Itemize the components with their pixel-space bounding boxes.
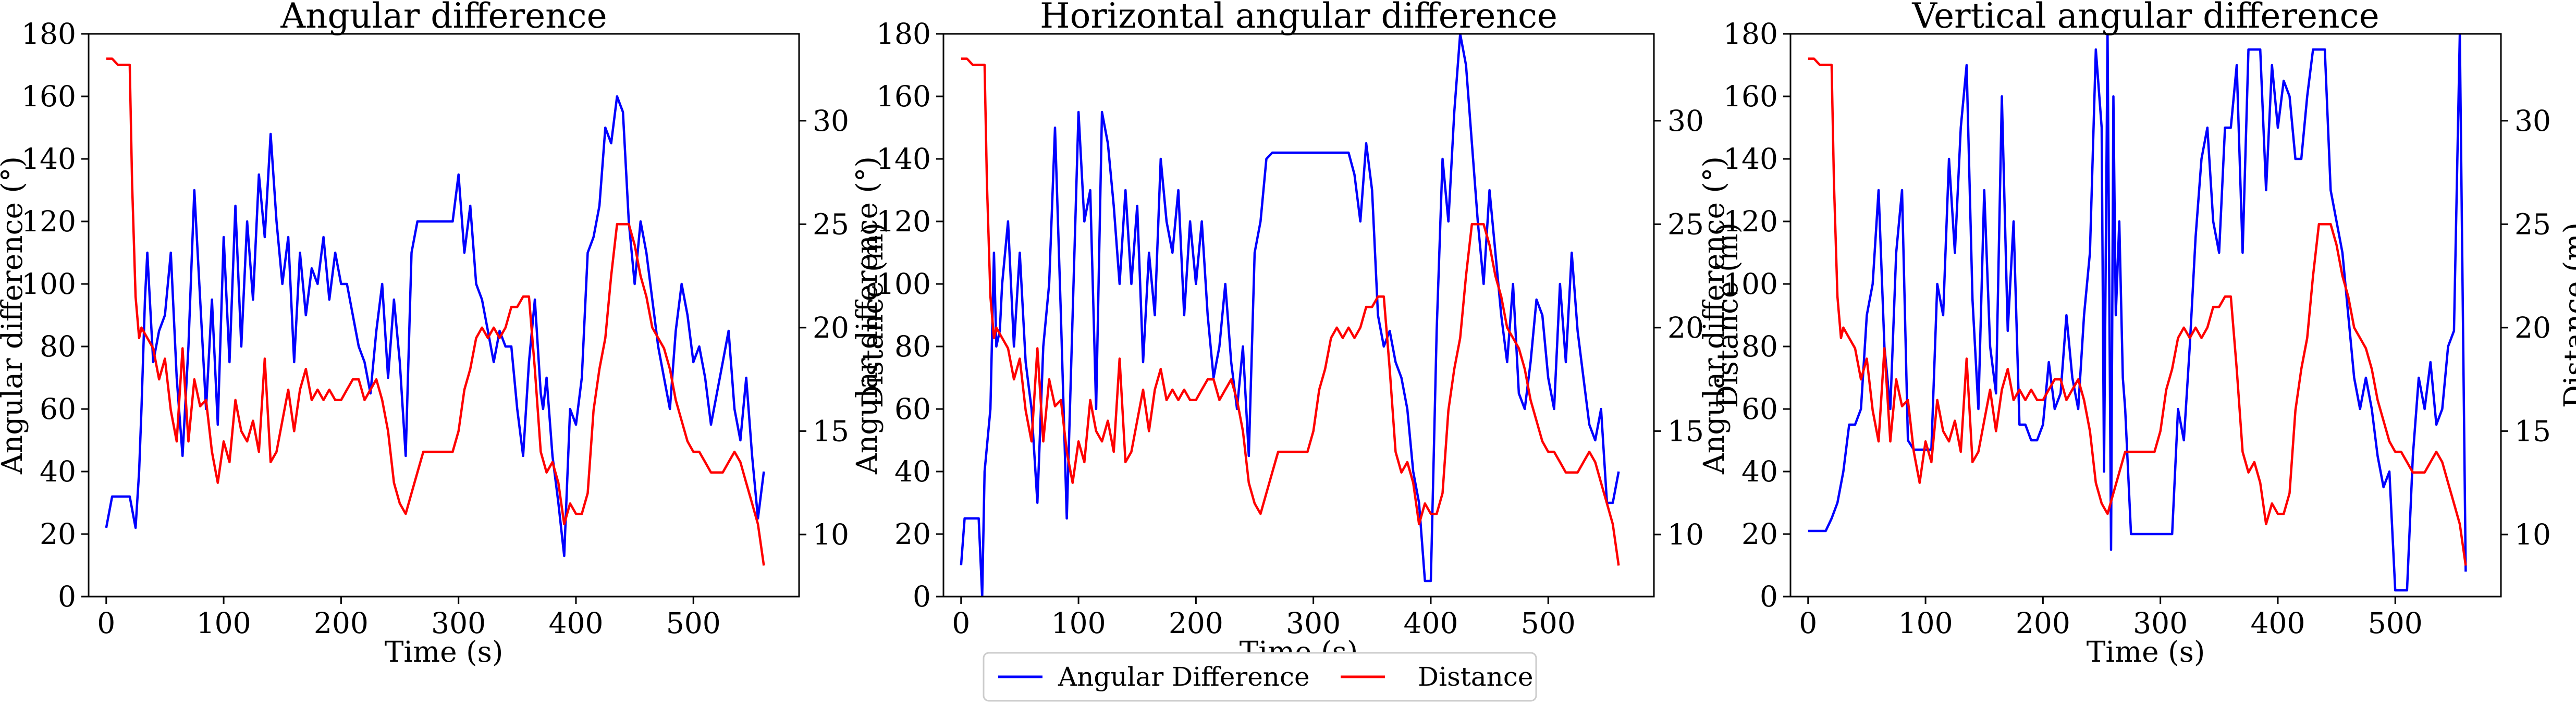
x-tick-label: 300 xyxy=(1286,606,1341,640)
y-tick-label: 60 xyxy=(1741,392,1778,426)
x-tick-label: 500 xyxy=(666,606,721,640)
x-tick-label: 0 xyxy=(952,606,970,640)
y-tick-label: 100 xyxy=(1723,267,1778,301)
angular-difference-line xyxy=(960,34,1620,597)
y-tick-label: 60 xyxy=(40,392,76,426)
legend-label-angular-difference: Angular Difference xyxy=(1058,662,1310,692)
series-group xyxy=(960,34,1620,597)
y2-tick-label: 30 xyxy=(2514,104,2551,138)
y2-tick-label: 25 xyxy=(813,207,849,241)
y-tick-label: 160 xyxy=(876,80,931,113)
x-tick-label: 200 xyxy=(1169,606,1223,640)
y2-tick-label: 25 xyxy=(2514,207,2551,241)
distance-line xyxy=(961,57,1620,566)
y-tick-label: 60 xyxy=(894,392,931,426)
y2-axis-label: Distance (m) xyxy=(2558,222,2576,408)
y2-tick-label: 10 xyxy=(1667,518,1704,551)
y2-tick-label: 15 xyxy=(813,414,849,448)
y2-tick-label: 10 xyxy=(2514,518,2551,551)
legend-box xyxy=(983,652,1537,702)
y-tick-label: 180 xyxy=(1723,17,1778,51)
y-tick-label: 100 xyxy=(21,267,76,301)
chart-title: Horizontal angular difference xyxy=(1040,0,1557,36)
y-tick-label: 80 xyxy=(894,330,931,363)
x-tick-label: 400 xyxy=(1403,606,1458,640)
x-tick-label: 200 xyxy=(314,606,369,640)
y-tick-label: 100 xyxy=(876,267,931,301)
y-axis-label: Angular difference (°) xyxy=(1697,156,1731,475)
y-tick-label: 20 xyxy=(1741,517,1778,551)
y-tick-label: 0 xyxy=(58,580,76,613)
x-axis-label: Time (s) xyxy=(385,635,504,668)
series-group xyxy=(1808,34,2467,592)
x-tick-label: 0 xyxy=(97,606,115,640)
legend: Angular Difference Distance xyxy=(983,652,1537,702)
x-tick-label: 400 xyxy=(548,606,603,640)
y-tick-label: 40 xyxy=(40,455,76,488)
x-tick-label: 200 xyxy=(2016,606,2070,640)
y2-tick-label: 20 xyxy=(2514,311,2551,344)
y2-tick-label: 30 xyxy=(1667,104,1704,138)
y-axis-label: Angular difference (°) xyxy=(0,156,29,475)
x-tick-label: 400 xyxy=(2250,606,2305,640)
y-tick-label: 140 xyxy=(21,142,76,176)
plot-frame xyxy=(942,33,1655,598)
legend-label-distance: Distance xyxy=(1418,662,1533,692)
y2-tick-label: 20 xyxy=(1667,311,1704,344)
y-axis-label: Angular difference (°) xyxy=(850,156,884,475)
chart-title: Vertical angular difference xyxy=(1911,0,2379,36)
distance-line xyxy=(1808,57,2467,566)
series-group xyxy=(105,57,765,566)
x-tick-label: 100 xyxy=(1051,606,1106,640)
x-axis-label: Time (s) xyxy=(2087,635,2205,668)
y-tick-label: 20 xyxy=(40,517,76,551)
distance-line xyxy=(106,57,765,566)
y2-tick-label: 15 xyxy=(2514,414,2551,448)
y2-tick-label: 10 xyxy=(813,518,849,551)
y2-tick-label: 15 xyxy=(1667,414,1704,448)
x-tick-label: 300 xyxy=(431,606,486,640)
y-tick-label: 160 xyxy=(1723,80,1778,113)
y-tick-label: 180 xyxy=(21,17,76,51)
y2-axis-label: Distance (m) xyxy=(1711,222,1744,408)
chart-title: Angular difference xyxy=(280,0,607,36)
x-tick-label: 300 xyxy=(2133,606,2188,640)
x-tick-label: 100 xyxy=(1898,606,1953,640)
y-tick-label: 140 xyxy=(876,142,931,176)
y2-tick-label: 20 xyxy=(813,311,849,344)
plot-frame xyxy=(88,33,800,598)
y-tick-label: 80 xyxy=(40,330,76,363)
y2-axis-label: Distance (m) xyxy=(856,222,889,408)
y-tick-label: 180 xyxy=(876,17,931,51)
angular-difference-line xyxy=(105,95,765,558)
plot-frame xyxy=(1789,33,2502,598)
y-tick-label: 40 xyxy=(894,455,931,488)
y-tick-label: 40 xyxy=(1741,455,1778,488)
y-tick-label: 0 xyxy=(913,580,931,613)
y-tick-label: 0 xyxy=(1760,580,1778,613)
chart-panel-3: 0 100 200 300 400 500 0 20 40 60 80 100 120 140 160 180… xyxy=(1697,0,2576,668)
chart-panel-1: 0 100 200 300 400 500 0 20 40 60 80 100 120 140 160 180… xyxy=(0,0,889,668)
x-tick-label: 500 xyxy=(1521,606,1576,640)
x-tick-label: 0 xyxy=(1799,606,1817,640)
y-tick-label: 20 xyxy=(894,517,931,551)
y-tick-label: 120 xyxy=(1723,205,1778,238)
y-tick-label: 80 xyxy=(1741,330,1778,363)
x-tick-label: 500 xyxy=(2368,606,2423,640)
y-tick-label: 140 xyxy=(1723,142,1778,176)
chart-panel-2: 0 100 200 300 400 500 0 20 40 60 80 100 120 140 160 180… xyxy=(850,0,1744,668)
y-tick-label: 120 xyxy=(876,205,931,238)
angular-difference-line xyxy=(1808,34,2467,592)
y-tick-label: 120 xyxy=(21,205,76,238)
y-tick-label: 160 xyxy=(21,80,76,113)
y2-tick-label: 25 xyxy=(1667,207,1704,241)
x-tick-label: 100 xyxy=(197,606,251,640)
y2-tick-label: 30 xyxy=(813,104,849,138)
